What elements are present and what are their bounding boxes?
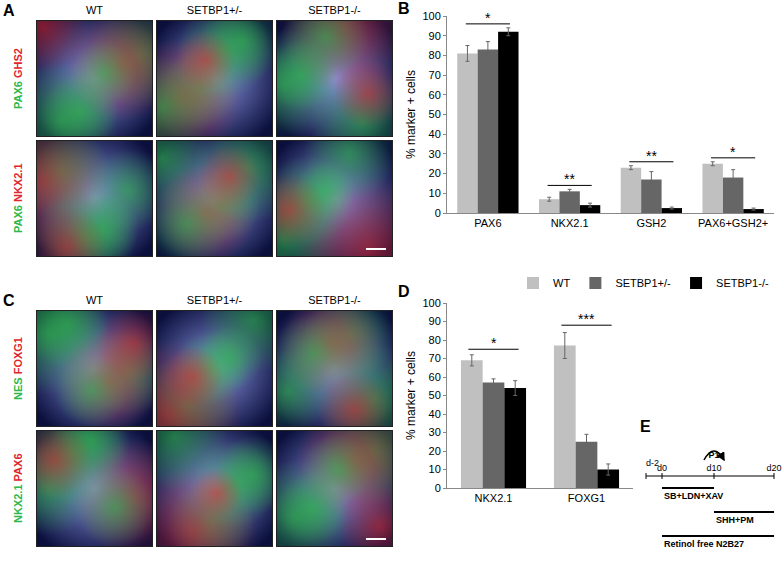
html-text:D: D bbox=[398, 283, 410, 300]
svg-text:30: 30 bbox=[429, 148, 441, 160]
svg-text:*: * bbox=[730, 144, 736, 160]
svg-text:20: 20 bbox=[429, 445, 441, 457]
svg-text:30: 30 bbox=[429, 426, 441, 438]
svg-text:*: * bbox=[491, 335, 497, 351]
svg-text:90: 90 bbox=[429, 315, 441, 327]
html-text:WT: WT bbox=[85, 4, 103, 16]
svg-text:50: 50 bbox=[429, 389, 441, 401]
svg-text:10: 10 bbox=[429, 187, 441, 199]
svg-text:PAX6+GSH2+: PAX6+GSH2+ bbox=[698, 217, 768, 229]
svg-text:PAX6: PAX6 bbox=[474, 217, 501, 229]
svg-text:NKX2.1: NKX2.1 bbox=[475, 492, 513, 504]
svg-text:70: 70 bbox=[429, 69, 441, 81]
svg-text:90: 90 bbox=[429, 30, 441, 42]
html-text:NKX2.1: NKX2.1 bbox=[12, 484, 24, 524]
html-text:SETBP1-/-: SETBP1-/- bbox=[308, 294, 361, 306]
svg-text:GSH2: GSH2 bbox=[636, 217, 666, 229]
html-text:E: E bbox=[640, 418, 651, 435]
svg-text:80: 80 bbox=[429, 334, 441, 346]
html-text:SETBP1+/-: SETBP1+/- bbox=[186, 4, 243, 16]
svg-text:0: 0 bbox=[435, 482, 441, 494]
svg-text:20: 20 bbox=[429, 167, 441, 179]
svg-text:d-2: d-2 bbox=[646, 458, 659, 468]
svg-text:10: 10 bbox=[429, 463, 441, 475]
html-text:B: B bbox=[398, 0, 410, 17]
svg-text:SETBP1-/-: SETBP1-/- bbox=[716, 277, 769, 289]
svg-text:60: 60 bbox=[429, 371, 441, 383]
svg-text:50: 50 bbox=[429, 108, 441, 120]
svg-text:40: 40 bbox=[429, 128, 441, 140]
svg-text:100: 100 bbox=[422, 10, 440, 22]
svg-text:100: 100 bbox=[422, 297, 440, 309]
svg-text:% marker + cells: % marker + cells bbox=[404, 70, 418, 159]
html-text:NES: NES bbox=[12, 377, 24, 400]
svg-text:d10: d10 bbox=[706, 463, 721, 473]
svg-text:**: ** bbox=[646, 148, 657, 164]
svg-text:60: 60 bbox=[429, 89, 441, 101]
html-text:A: A bbox=[3, 2, 15, 19]
svg-text:Retinol free N2B27: Retinol free N2B27 bbox=[664, 539, 744, 549]
svg-text:*: * bbox=[485, 10, 491, 26]
html-text:C: C bbox=[3, 292, 15, 309]
svg-text:WT: WT bbox=[553, 277, 570, 289]
html-text:FOXG1: FOXG1 bbox=[12, 337, 24, 378]
svg-text:% marker + cells: % marker + cells bbox=[404, 351, 418, 440]
html-text:PAX6: PAX6 bbox=[12, 81, 24, 109]
html-text:NKX2.1: NKX2.1 bbox=[12, 163, 24, 206]
svg-text:SHH+PM: SHH+PM bbox=[716, 515, 754, 525]
svg-text:70: 70 bbox=[429, 352, 441, 364]
svg-text:P1: P1 bbox=[708, 450, 719, 460]
svg-text:***: *** bbox=[578, 311, 595, 327]
svg-text:NKX2.1: NKX2.1 bbox=[551, 217, 589, 229]
html-text:GHS2: GHS2 bbox=[12, 48, 24, 81]
html-text:WT: WT bbox=[85, 294, 103, 306]
html-text:PAX6: PAX6 bbox=[12, 205, 24, 234]
svg-text:80: 80 bbox=[429, 49, 441, 61]
svg-text:40: 40 bbox=[429, 408, 441, 420]
svg-text:0: 0 bbox=[435, 207, 441, 219]
html-text:SETBP1+/-: SETBP1+/- bbox=[186, 294, 243, 306]
svg-text:d20: d20 bbox=[766, 463, 781, 473]
svg-text:SETBP1+/-: SETBP1+/- bbox=[615, 277, 671, 289]
html-text:PAX6: PAX6 bbox=[12, 453, 24, 485]
svg-text:**: ** bbox=[564, 171, 575, 187]
svg-text:d0: d0 bbox=[657, 463, 667, 473]
html-text:SETBP1-/-: SETBP1-/- bbox=[308, 4, 361, 16]
svg-text:SB+LDN+XAV: SB+LDN+XAV bbox=[664, 491, 723, 501]
svg-text:FOXG1: FOXG1 bbox=[568, 492, 605, 504]
